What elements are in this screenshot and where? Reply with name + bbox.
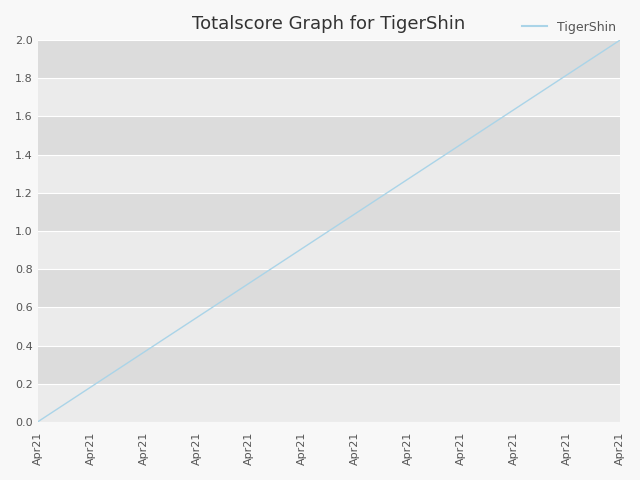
Bar: [38, 346, 620, 384]
Legend: TigerShin: TigerShin: [517, 16, 621, 39]
Bar: [38, 40, 620, 78]
Line: TigerShin: TigerShin: [38, 40, 620, 422]
Bar: [38, 78, 620, 117]
Bar: [38, 117, 620, 155]
Title: Totalscore Graph for TigerShin: Totalscore Graph for TigerShin: [192, 15, 465, 33]
TigerShin: [142, 348, 150, 354]
TigerShin: [616, 37, 624, 43]
Bar: [38, 269, 620, 307]
Bar: [38, 307, 620, 346]
Bar: [38, 193, 620, 231]
TigerShin: [587, 57, 595, 62]
TigerShin: [69, 396, 77, 402]
Bar: [38, 155, 620, 193]
TigerShin: [566, 70, 574, 76]
Bar: [38, 384, 620, 422]
TigerShin: [57, 404, 65, 409]
TigerShin: [34, 419, 42, 425]
Bar: [38, 231, 620, 269]
TigerShin: [189, 317, 196, 323]
